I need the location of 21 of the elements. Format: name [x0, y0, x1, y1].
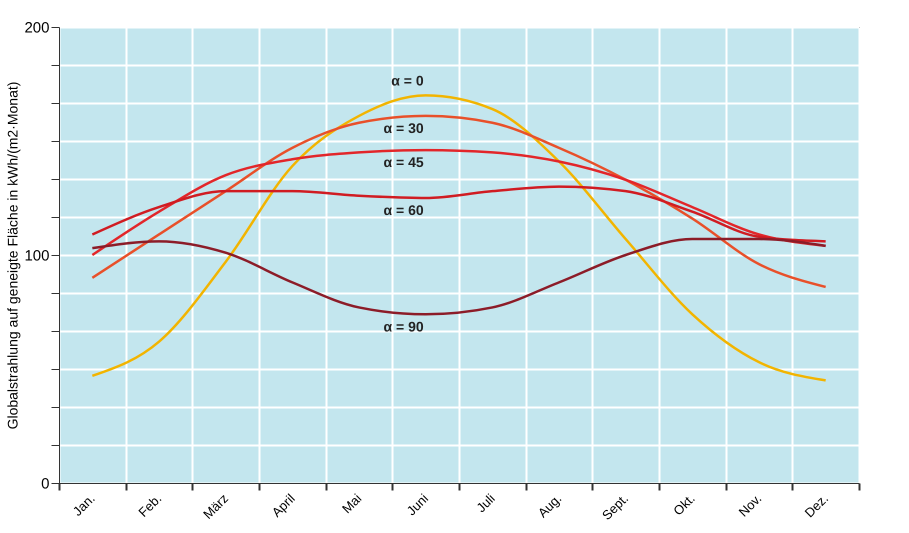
- line-series: [91, 94, 827, 382]
- x-tick-label: Aug.: [534, 490, 564, 520]
- line-series: [91, 238, 827, 316]
- x-tick-label: Nov.: [736, 490, 764, 520]
- series-label: α = 60: [384, 202, 424, 218]
- line-series: [91, 114, 827, 288]
- series-label: α = 90: [384, 318, 424, 334]
- y-tick-label: 0: [41, 476, 50, 492]
- y-tick-label: 100: [24, 248, 50, 264]
- x-tick-label: Okt.: [670, 490, 698, 518]
- y-tick-label: 200: [24, 20, 50, 36]
- x-tick-label: Feb.: [135, 490, 164, 520]
- series-label: α = 45: [384, 154, 424, 170]
- y-axis-title: Globalstrahlung auf geneigte Fläche in kWh/(m2·Monat): [4, 82, 20, 430]
- line-series: [91, 185, 827, 243]
- series-label: α = 0: [391, 72, 424, 88]
- x-tick-label: Jan.: [70, 490, 98, 519]
- x-tick-label: Mai: [339, 490, 365, 516]
- series-label: α = 30: [384, 120, 424, 136]
- x-tick-label: Dez.: [802, 490, 832, 520]
- x-tick-label: Juli: [473, 490, 498, 516]
